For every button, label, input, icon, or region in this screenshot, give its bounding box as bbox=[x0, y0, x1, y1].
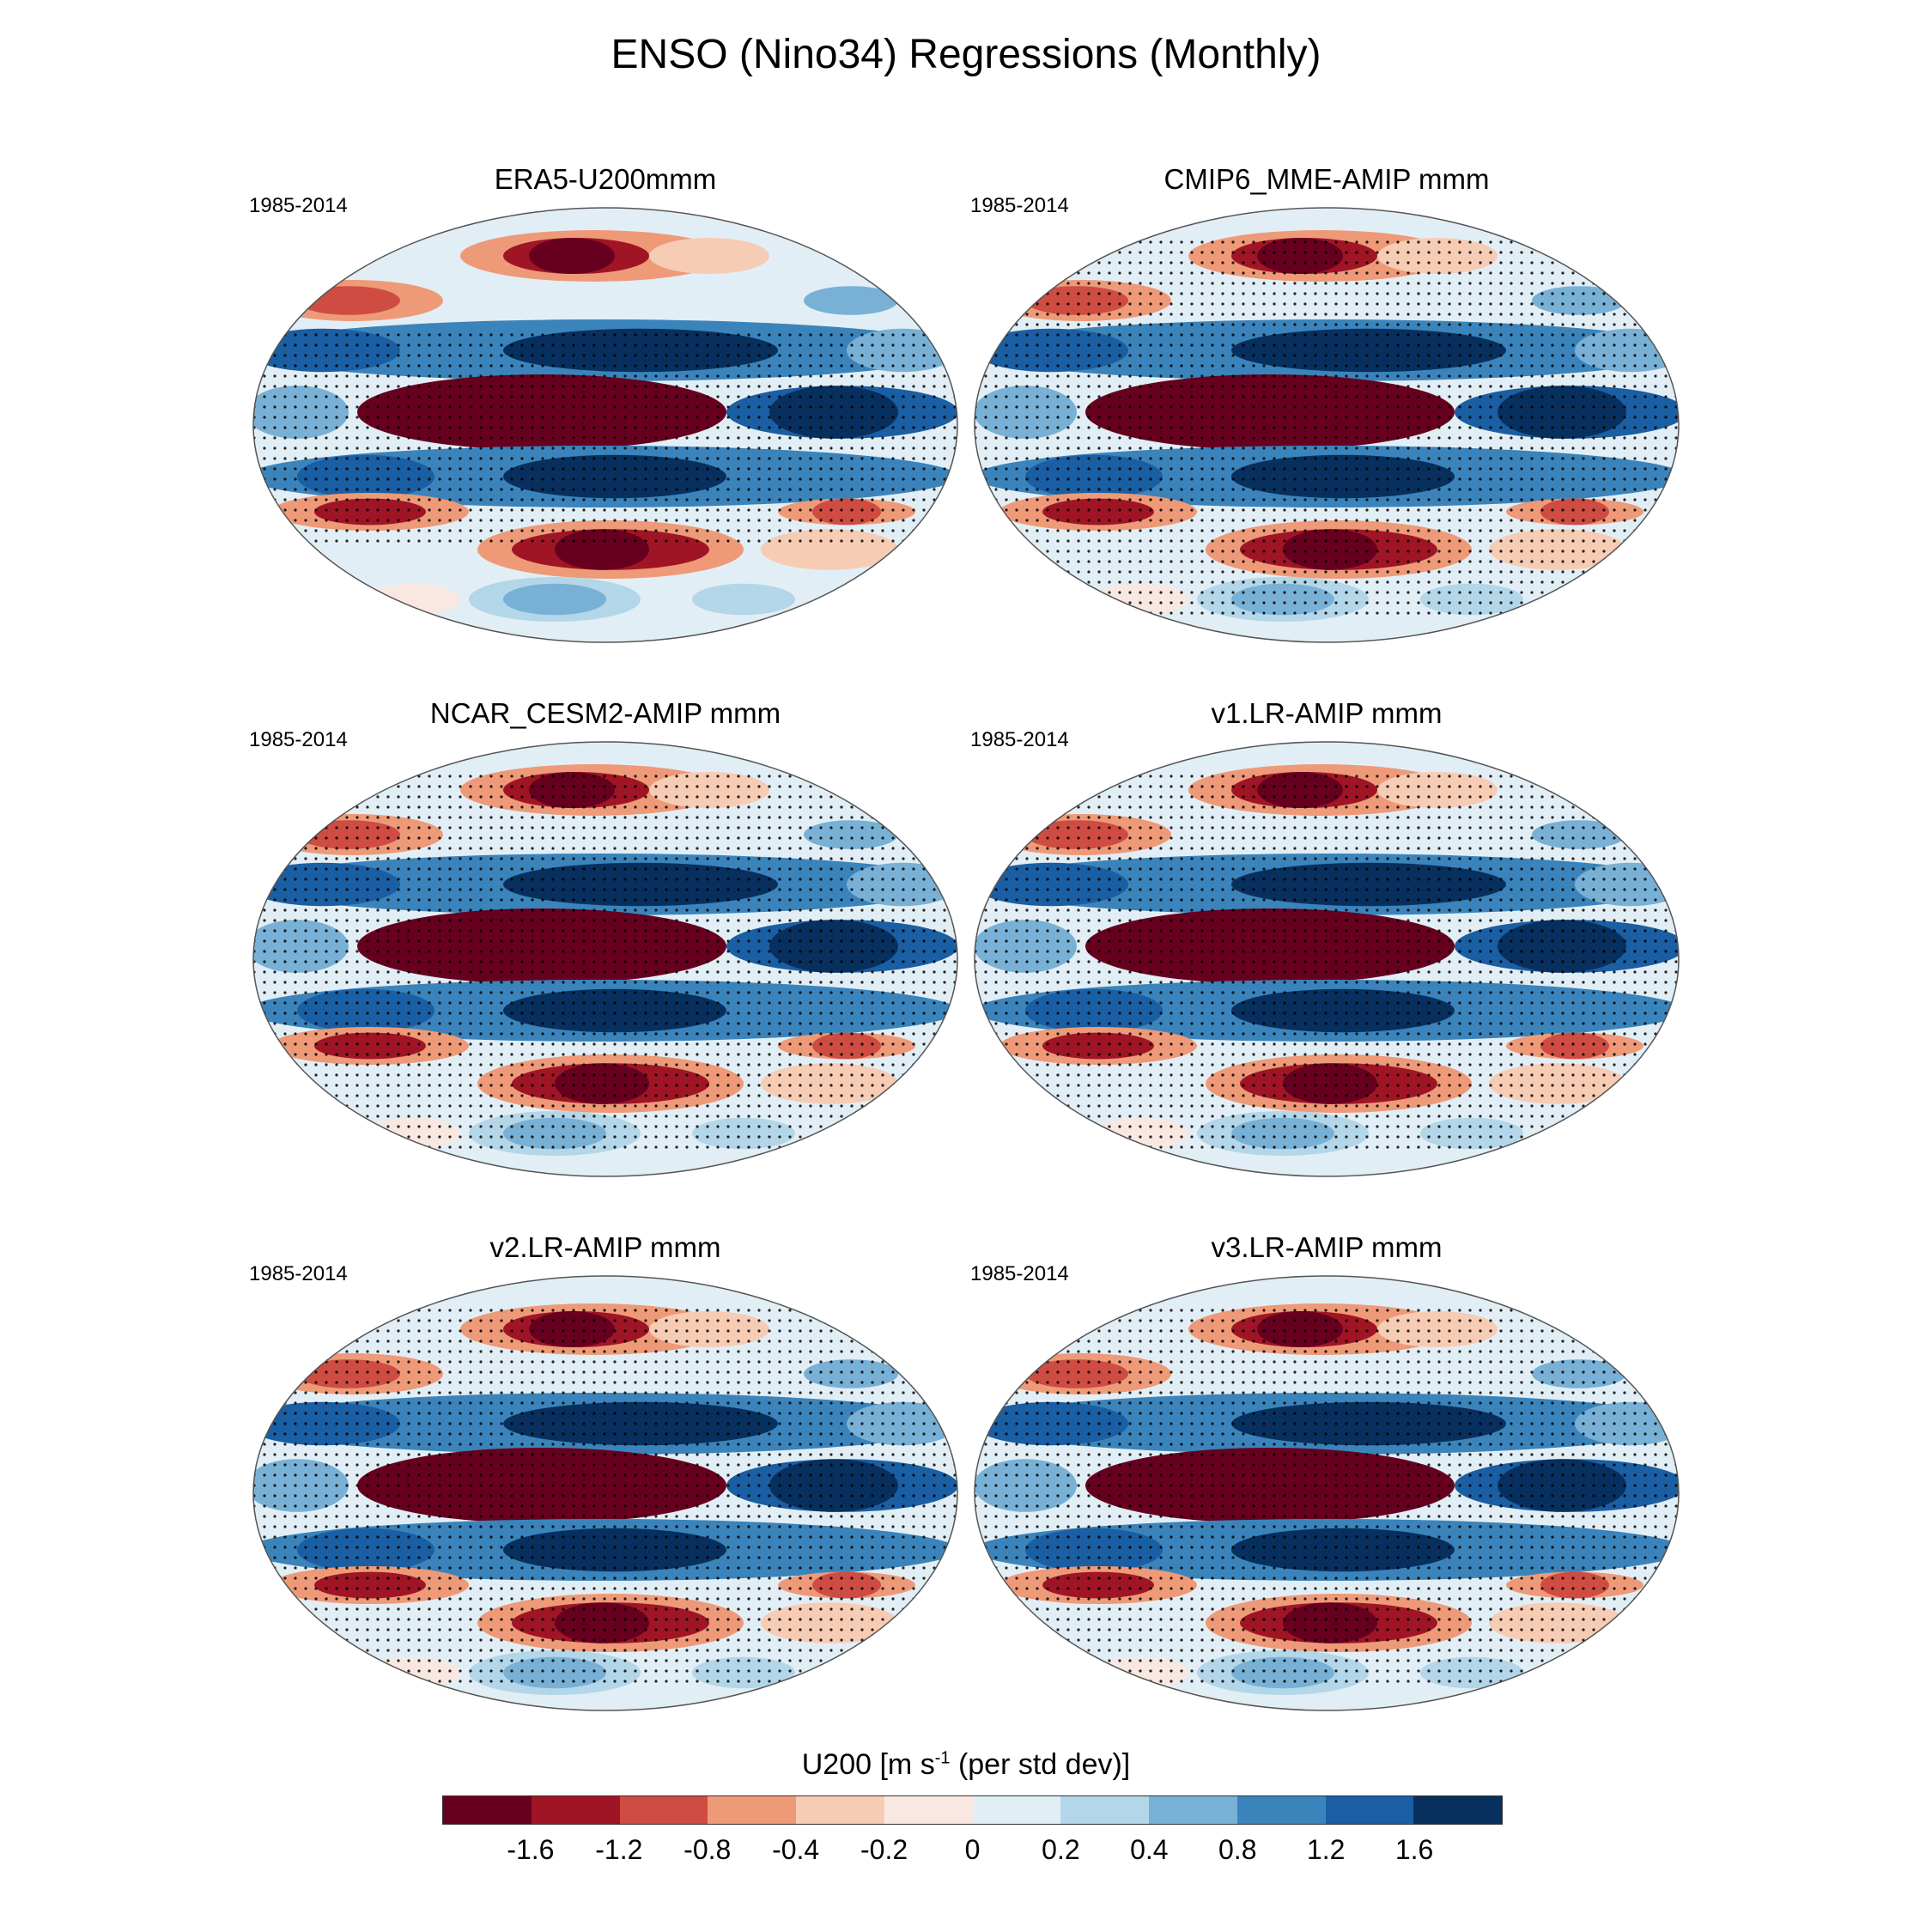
panel-period: 1985-2014 bbox=[970, 194, 1069, 217]
panel-title: v3.LR-AMIP mmm bbox=[1211, 1231, 1443, 1263]
map-panel-v2-lr: v2.LR-AMIP mmm 1985-2014 bbox=[249, 1231, 962, 1712]
colorbar-tick-label: 1.2 bbox=[1306, 1834, 1346, 1865]
colorbar-ticks: -1.6 -1.2 -0.8 -0.4 -0.2 0 0.2 0.4 0.8 1.2 1.6 bbox=[0, 1834, 1932, 1868]
colorbar-bin bbox=[1413, 1796, 1502, 1824]
colorbar-bin bbox=[972, 1796, 1061, 1824]
significance-stippling bbox=[975, 1309, 1679, 1686]
regression-map bbox=[974, 741, 1680, 1177]
colorbar-bin bbox=[1325, 1796, 1414, 1824]
panel-title: NCAR_CESM2-AMIP mmm bbox=[429, 697, 781, 729]
colorbar-bin bbox=[531, 1796, 620, 1824]
panel-title: ERA5-U200mmm bbox=[494, 163, 717, 195]
panel-title: CMIP6_MME-AMIP mmm bbox=[1163, 163, 1490, 195]
colorbar bbox=[442, 1795, 1503, 1825]
regression-map bbox=[252, 741, 958, 1177]
regression-map bbox=[252, 207, 958, 643]
map-outline bbox=[252, 207, 958, 643]
colorbar-label: U200 [m s-1 (per std dev)] bbox=[801, 1748, 1131, 1781]
colorbar-tick-label: 0.8 bbox=[1218, 1834, 1257, 1865]
map-outline bbox=[252, 741, 958, 1177]
colorbar-tick-label: -0.4 bbox=[772, 1834, 820, 1865]
colorbar-bin bbox=[796, 1796, 884, 1824]
anomaly-region bbox=[692, 583, 795, 616]
anomaly-region bbox=[297, 286, 400, 315]
significance-stippling bbox=[253, 775, 957, 1152]
map-panel-v1-lr: v1.LR-AMIP mmm 1985-2014 bbox=[970, 697, 1683, 1178]
significance-stippling bbox=[975, 775, 1679, 1152]
map-panel-v3-lr: v3.LR-AMIP mmm 1985-2014 bbox=[970, 1231, 1683, 1712]
colorbar-bin bbox=[708, 1796, 796, 1824]
significance-stippling bbox=[253, 1309, 957, 1686]
colorbar-bin bbox=[1060, 1796, 1149, 1824]
significance-stippling bbox=[253, 326, 957, 550]
anomaly-region bbox=[529, 238, 615, 274]
anomaly-region bbox=[649, 238, 769, 274]
map-panel-ncar-cesm2: NCAR_CESM2-AMIP mmm 1985-2014 bbox=[249, 697, 962, 1178]
regression-map bbox=[252, 1275, 958, 1711]
map-outline bbox=[974, 1275, 1680, 1711]
anomaly-region bbox=[804, 286, 898, 315]
colorbar-bin bbox=[884, 1796, 973, 1824]
anomaly-region bbox=[366, 583, 460, 616]
panel-period: 1985-2014 bbox=[249, 1262, 348, 1285]
figure-title: ENSO (Nino34) Regressions (Monthly) bbox=[611, 32, 1321, 77]
colorbar-bin bbox=[443, 1796, 532, 1824]
colorbar-tick-label: 0.2 bbox=[1042, 1834, 1080, 1865]
colorbar-tick-label: -0.2 bbox=[860, 1834, 908, 1865]
panel-period: 1985-2014 bbox=[970, 728, 1069, 751]
colorbar-bin bbox=[619, 1796, 708, 1824]
panel-title: v1.LR-AMIP mmm bbox=[1211, 697, 1443, 729]
colorbar-tick-label: 0.4 bbox=[1130, 1834, 1169, 1865]
panel-title: v2.LR-AMIP mmm bbox=[489, 1231, 721, 1263]
colorbar-tick-label: -1.6 bbox=[507, 1834, 555, 1865]
panel-period: 1985-2014 bbox=[249, 194, 348, 217]
map-outline bbox=[974, 741, 1680, 1177]
colorbar-tick-label: -1.2 bbox=[595, 1834, 643, 1865]
map-outline bbox=[252, 1275, 958, 1711]
colorbar-tick-label: 0 bbox=[964, 1834, 981, 1865]
panel-period: 1985-2014 bbox=[970, 1262, 1069, 1285]
colorbar-bin bbox=[1236, 1796, 1326, 1824]
map-panel-era5: ERA5-U200mmm 1985-2014 bbox=[249, 163, 962, 644]
colorbar-tick-label: -0.8 bbox=[683, 1834, 732, 1865]
significance-stippling bbox=[975, 240, 1679, 618]
regression-map bbox=[974, 1275, 1680, 1711]
map-outline bbox=[974, 207, 1680, 643]
colorbar-bin bbox=[1149, 1796, 1237, 1824]
map-panel-cmip6-mme: CMIP6_MME-AMIP mmm 1985-2014 bbox=[970, 163, 1683, 644]
regression-map bbox=[974, 207, 1680, 643]
colorbar-tick-label: 1.6 bbox=[1394, 1834, 1434, 1865]
anomaly-region bbox=[503, 583, 606, 616]
panel-period: 1985-2014 bbox=[249, 728, 348, 751]
